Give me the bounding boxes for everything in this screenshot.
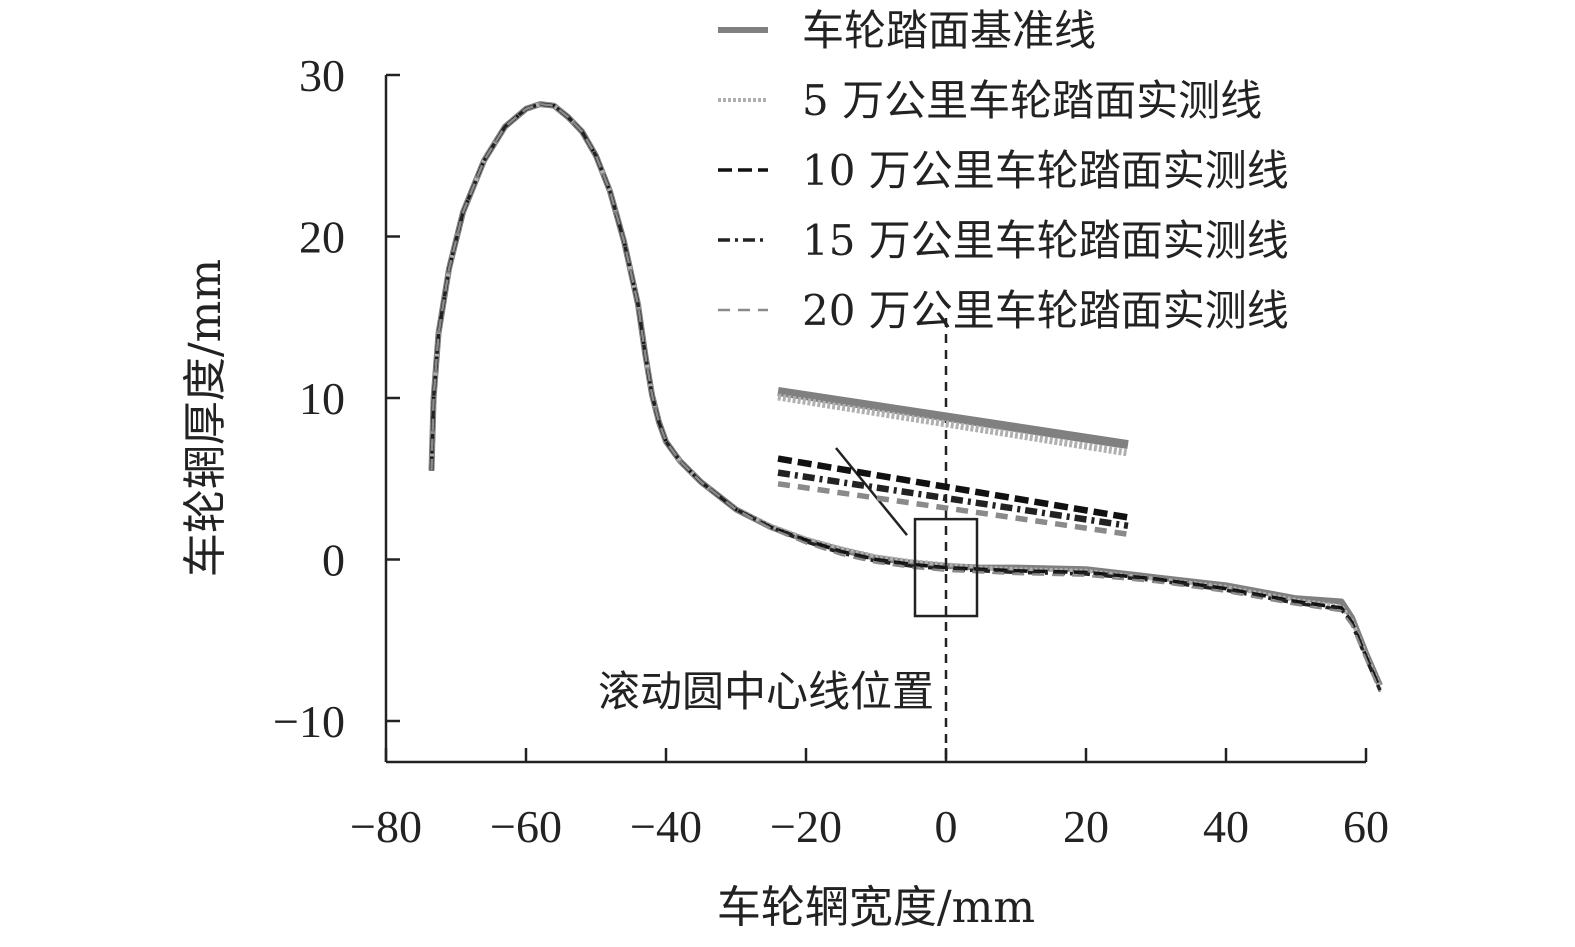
x-axis-title: 车轮辋宽度/mm [717,882,1035,933]
x-tick-label: 0 [935,801,958,852]
series-line-5 [430,102,1382,693]
legend-label-2: 5 万公里车轮踏面实测线 [802,76,1262,125]
y-tick-label: 0 [322,535,345,586]
legend-label-4: 15 万公里车轮踏面实测线 [802,216,1289,265]
chart-series-group [428,101,1383,693]
zoom-leader-line [835,447,908,536]
inset-line-2 [777,393,1129,457]
y-axis-title: 车轮辋厚度/mm [180,259,231,577]
chart-annotations: 滚动圆中心线位置 [598,318,1129,762]
y-tick-label: 10 [299,373,345,424]
y-tick-label: 30 [299,50,345,101]
y-tick-label: −10 [273,696,345,747]
x-tick-label: −60 [490,801,562,852]
x-tick-label: 60 [1343,801,1389,852]
center-line-label: 滚动圆中心线位置 [598,667,934,716]
chart-axes: −80 −60 −40 −20 0 20 40 60 −10 0 10 20 30 车轮辋宽度/mm 车轮辋… [180,50,1389,933]
zoom-box [913,517,979,618]
series-line-4 [429,102,1382,691]
x-tick-label: −40 [630,801,702,852]
inset-line-4 [777,469,1129,530]
x-tick-label: −80 [350,801,422,852]
y-tick-label: 20 [299,212,345,263]
inset-line-3 [777,455,1129,521]
x-tick-label: 20 [1063,801,1109,852]
x-tick-label: 40 [1203,801,1249,852]
legend-label-5: 20 万公里车轮踏面实测线 [802,286,1289,335]
legend-label-3: 10 万公里车轮踏面实测线 [802,146,1289,195]
legend-label-1: 车轮踏面基准线 [802,6,1096,55]
inset-line-1 [777,386,1129,450]
x-tick-label: −20 [770,801,842,852]
chart-legend: 车轮踏面基准线 5 万公里车轮踏面实测线 10 万公里车轮踏面实测线 15 万公里车轮… [718,6,1289,335]
